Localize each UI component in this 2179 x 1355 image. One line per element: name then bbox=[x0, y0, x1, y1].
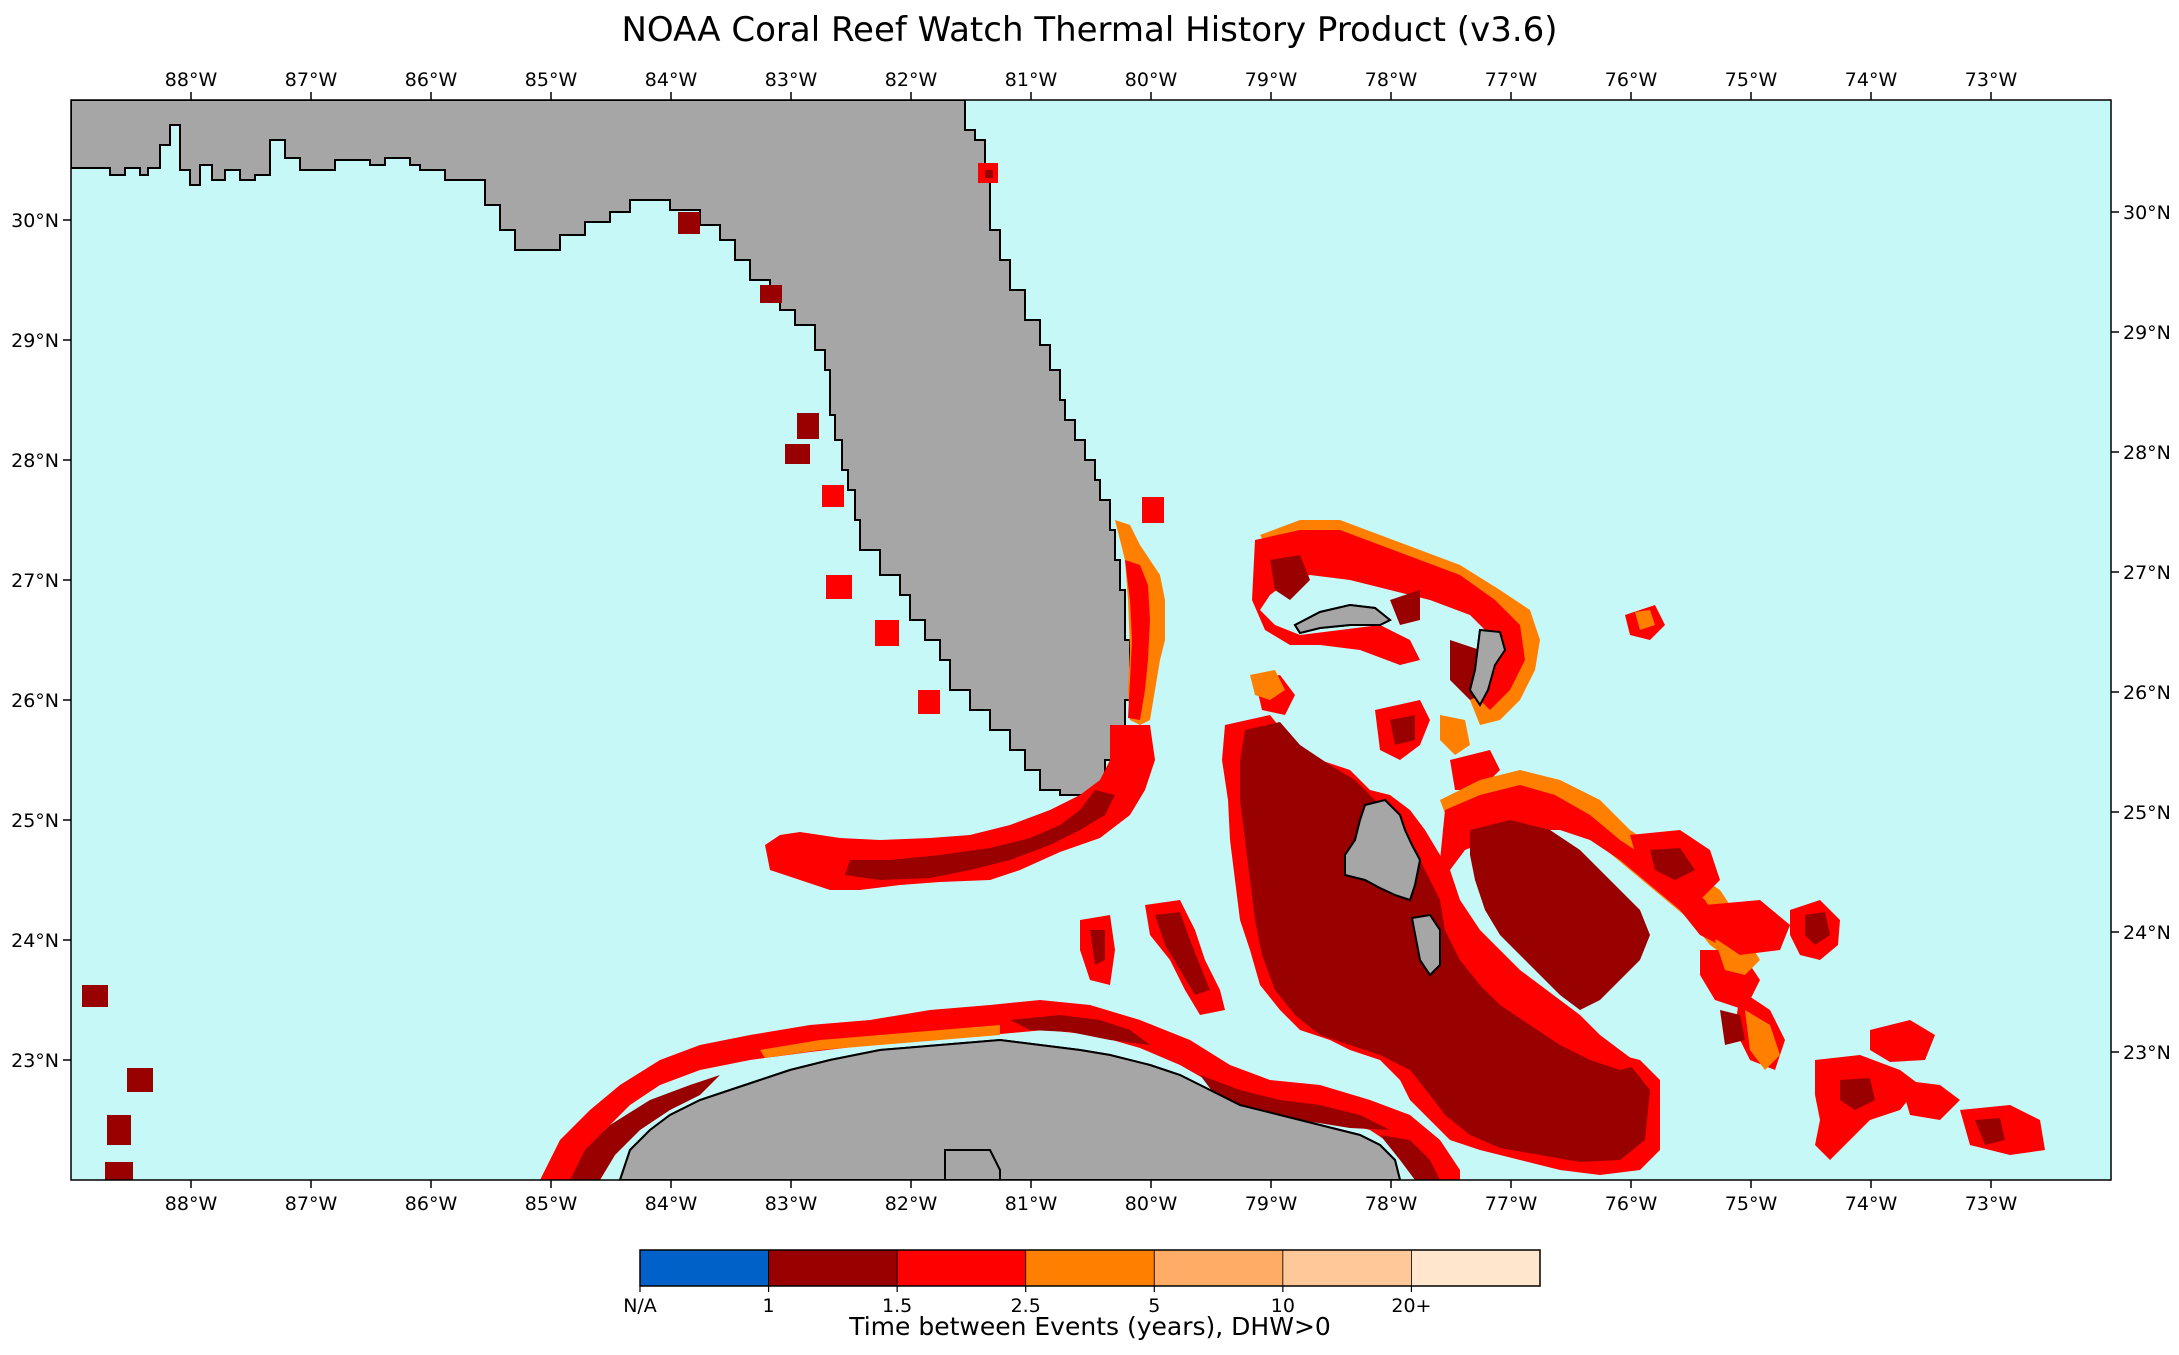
lon-label-bottom: 84°W bbox=[645, 1193, 698, 1215]
lat-label-right: 27°N bbox=[2123, 562, 2171, 584]
lat-label-left: 28°N bbox=[11, 450, 59, 472]
lon-label-top: 85°W bbox=[525, 69, 578, 91]
lat-label-right: 30°N bbox=[2123, 202, 2171, 224]
lat-label-right: 25°N bbox=[2123, 802, 2171, 824]
lat-label-left: 29°N bbox=[11, 330, 59, 352]
latitude-axis-left: 23°N 24°N 25°N 26°N 27°N 28°N 29°N 30°N bbox=[11, 210, 71, 1072]
lon-label-top: 75°W bbox=[1725, 69, 1778, 91]
thermal-patches-southeast-islands bbox=[1625, 605, 2045, 1160]
latitude-axis-right: 23°N 24°N 25°N 26°N 27°N 28°N 29°N 30°N bbox=[2111, 202, 2171, 1064]
lon-label-top: 80°W bbox=[1125, 69, 1178, 91]
lon-label-bottom: 78°W bbox=[1365, 1193, 1418, 1215]
colorbar-label: Time between Events (years), DHW>0 bbox=[849, 1312, 1331, 1341]
colorbar-tick-label: 1.5 bbox=[882, 1295, 912, 1317]
lon-label-bottom: 82°W bbox=[885, 1193, 938, 1215]
lon-label-top: 78°W bbox=[1365, 69, 1418, 91]
lat-label-right: 29°N bbox=[2123, 322, 2171, 344]
lon-label-top: 84°W bbox=[645, 69, 698, 91]
lat-label-right: 24°N bbox=[2123, 922, 2171, 944]
map-title: NOAA Coral Reef Watch Thermal History Pr… bbox=[621, 10, 1558, 50]
lon-label-bottom: 85°W bbox=[525, 1193, 578, 1215]
lon-label-top: 81°W bbox=[1005, 69, 1058, 91]
lon-label-top: 83°W bbox=[765, 69, 818, 91]
thermal-patches-east-florida bbox=[765, 520, 1165, 890]
lon-label-bottom: 87°W bbox=[285, 1193, 338, 1215]
colorbar-bin bbox=[1153, 1249, 1284, 1287]
colorbar: N/A 1 1.5 2.5 5 10 20+ bbox=[623, 1249, 1541, 1317]
lon-label-top: 87°W bbox=[285, 69, 338, 91]
lon-label-bottom: 81°W bbox=[1005, 1193, 1058, 1215]
lon-label-top: 77°W bbox=[1485, 69, 1538, 91]
thermal-patches-gulf bbox=[82, 985, 153, 1180]
lon-label-bottom: 79°W bbox=[1245, 1193, 1298, 1215]
lat-label-right: 23°N bbox=[2123, 1042, 2171, 1064]
lon-label-bottom: 73°W bbox=[1965, 1193, 2018, 1215]
lon-label-top: 88°W bbox=[165, 69, 218, 91]
lon-label-bottom: 88°W bbox=[165, 1193, 218, 1215]
colorbar-bin bbox=[639, 1249, 769, 1287]
lon-label-bottom: 77°W bbox=[1485, 1193, 1538, 1215]
thermal-patches-cay-sal bbox=[1080, 900, 1225, 1015]
longitude-axis-bottom: 88°W 87°W 86°W 85°W 84°W 83°W 82°W 81°W 80°W 79°W… bbox=[165, 1180, 2018, 1215]
colorbar-tick-label: 5 bbox=[1148, 1295, 1160, 1317]
lat-label-left: 27°N bbox=[11, 570, 59, 592]
colorbar-tick-label: N/A bbox=[623, 1295, 657, 1317]
colorbar-tick-label: 20+ bbox=[1391, 1295, 1431, 1317]
lat-label-left: 23°N bbox=[11, 1050, 59, 1072]
lon-label-bottom: 83°W bbox=[765, 1193, 818, 1215]
colorbar-bin bbox=[768, 1249, 898, 1287]
lat-label-right: 28°N bbox=[2123, 442, 2171, 464]
lon-label-top: 76°W bbox=[1605, 69, 1658, 91]
thermal-patches-north-bahamas bbox=[1252, 520, 1540, 725]
lon-label-bottom: 80°W bbox=[1125, 1193, 1178, 1215]
lon-label-top: 86°W bbox=[405, 69, 458, 91]
longitude-axis-top: 88°W 87°W 86°W 85°W 84°W 83°W 82°W 81°W 80°W 79°W… bbox=[165, 69, 2018, 100]
colorbar-outline bbox=[639, 1249, 1541, 1287]
lat-label-left: 26°N bbox=[11, 690, 59, 712]
lat-label-left: 24°N bbox=[11, 930, 59, 952]
lon-label-bottom: 74°W bbox=[1845, 1193, 1898, 1215]
lon-label-top: 82°W bbox=[885, 69, 938, 91]
colorbar-tick-label: 1 bbox=[763, 1295, 775, 1317]
lat-label-left: 30°N bbox=[11, 210, 59, 232]
florida-landmass bbox=[71, 100, 1131, 796]
colorbar-bin bbox=[896, 1249, 1027, 1287]
lat-label-right: 26°N bbox=[2123, 682, 2171, 704]
colorbar-bin bbox=[1282, 1249, 1412, 1287]
lon-label-top: 74°W bbox=[1845, 69, 1898, 91]
lon-label-top: 79°W bbox=[1245, 69, 1298, 91]
map-frame bbox=[70, 99, 2112, 1181]
lat-label-left: 25°N bbox=[11, 810, 59, 832]
lon-label-bottom: 76°W bbox=[1605, 1193, 1658, 1215]
colorbar-tick-label: 2.5 bbox=[1011, 1295, 1041, 1317]
colorbar-bin bbox=[1411, 1249, 1541, 1287]
lon-label-bottom: 86°W bbox=[405, 1193, 458, 1215]
thermal-patches-west-florida bbox=[678, 163, 1164, 714]
colorbar-tick-label: 10 bbox=[1271, 1295, 1295, 1317]
lon-label-bottom: 75°W bbox=[1725, 1193, 1778, 1215]
lon-label-top: 73°W bbox=[1965, 69, 2018, 91]
colorbar-bin bbox=[1025, 1249, 1155, 1287]
